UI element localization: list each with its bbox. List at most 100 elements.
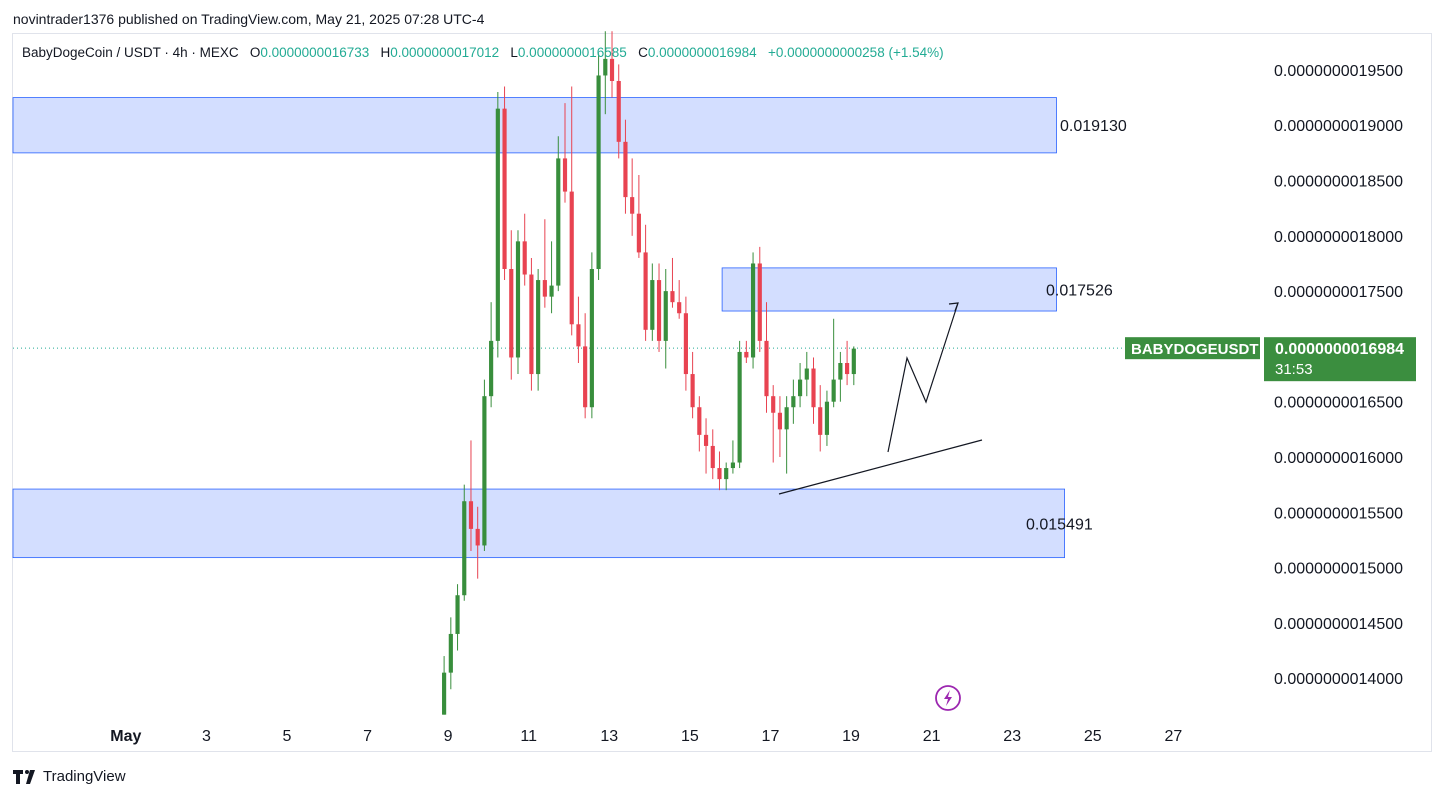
candle xyxy=(522,213,527,286)
candle xyxy=(636,174,641,258)
candle xyxy=(609,31,615,98)
candle xyxy=(724,462,729,491)
candle-body xyxy=(730,462,735,469)
candle xyxy=(489,302,494,408)
candle xyxy=(509,230,514,380)
candle-body xyxy=(656,280,662,341)
candle xyxy=(851,346,856,386)
candle-body xyxy=(468,501,474,529)
candle-body xyxy=(589,268,594,408)
price-tick-label: 0.0000000019500 xyxy=(1274,63,1403,80)
zone-box xyxy=(12,97,1057,154)
candle xyxy=(549,241,554,314)
time-tick-label: 27 xyxy=(1164,728,1182,745)
candle-body xyxy=(603,58,608,76)
time-tick-label: 21 xyxy=(923,728,941,745)
candle xyxy=(468,440,474,551)
candle xyxy=(717,451,722,491)
candle-body xyxy=(529,274,534,375)
symbol-label[interactable]: BabyDogeCoin / USDT · 4h · MEXC xyxy=(22,45,239,60)
candle xyxy=(482,379,487,551)
time-tick-label: May xyxy=(110,728,141,745)
candle-body xyxy=(724,468,729,480)
candle xyxy=(502,86,507,281)
high-label: H xyxy=(380,45,391,60)
time-tick-label: 15 xyxy=(681,728,699,745)
candle xyxy=(757,246,762,352)
chart-frame[interactable] xyxy=(12,33,1432,752)
candle xyxy=(576,296,581,363)
candle-body xyxy=(750,263,756,358)
time-tick-label: 19 xyxy=(842,728,860,745)
candle-body xyxy=(502,108,507,269)
arrow-head xyxy=(948,302,959,312)
candle-body xyxy=(475,528,480,546)
candle xyxy=(616,64,621,159)
price-tag-countdown: 31:53 xyxy=(1275,361,1313,378)
pattern-path xyxy=(887,302,959,453)
candle-body xyxy=(583,346,588,408)
time-tick-label: 7 xyxy=(363,728,372,745)
open-value: 0.0000000016733 xyxy=(260,45,370,60)
candle xyxy=(596,53,601,281)
candle-body xyxy=(831,379,836,402)
candle-body xyxy=(482,396,487,546)
symbol-tag xyxy=(1125,337,1260,360)
candle-body xyxy=(838,362,843,380)
candle xyxy=(777,396,783,457)
time-tick-label: 23 xyxy=(1003,728,1021,745)
time-tick-label: 3 xyxy=(202,728,211,745)
candle xyxy=(515,230,521,375)
candle-body xyxy=(562,158,568,192)
candle-body xyxy=(462,501,467,596)
candle xyxy=(804,351,809,397)
candle xyxy=(771,385,776,463)
candle-body xyxy=(448,633,453,673)
time-tick-label: 25 xyxy=(1084,728,1102,745)
lightning-icon[interactable] xyxy=(935,685,961,711)
candle xyxy=(818,385,823,452)
candle-body xyxy=(616,80,621,142)
candle-body xyxy=(556,158,561,286)
candle-body xyxy=(569,191,574,325)
candle xyxy=(845,340,850,386)
candle-body xyxy=(703,434,709,446)
candle xyxy=(797,362,803,408)
publisher-line: novintrader1376 published on TradingView… xyxy=(13,11,485,27)
candle xyxy=(824,390,830,446)
close-value: 0.0000000016984 xyxy=(647,45,757,60)
candle xyxy=(562,103,568,203)
candle xyxy=(495,92,500,358)
open-label: O xyxy=(249,45,261,60)
candle xyxy=(462,484,467,601)
candle-body xyxy=(536,280,541,375)
candle-body xyxy=(791,396,796,408)
price-tick-label: 0.0000000014000 xyxy=(1274,671,1403,688)
candle-body xyxy=(744,351,749,358)
candle-body xyxy=(596,75,601,269)
candle-body xyxy=(609,58,615,81)
candle xyxy=(536,268,541,391)
candle xyxy=(630,158,635,236)
zone-box xyxy=(721,267,1057,312)
candle xyxy=(838,351,843,402)
candle xyxy=(744,340,749,363)
candle-body xyxy=(737,351,742,463)
candle xyxy=(683,296,688,391)
candle xyxy=(764,302,769,413)
time-tick-label: 11 xyxy=(520,728,537,745)
tradingview-icon xyxy=(13,769,35,784)
candles-layer xyxy=(442,31,856,715)
tradingview-logo[interactable]: TradingView xyxy=(13,768,126,785)
symbol-legend: BabyDogeCoin / USDT · 4h · MEXC O0.00000… xyxy=(22,45,944,60)
candle xyxy=(529,257,534,391)
price-tick-label: 0.0000000019000 xyxy=(1274,118,1403,135)
candle xyxy=(583,313,588,419)
candle-body xyxy=(845,362,850,375)
zone-label: 0.015491 xyxy=(1026,516,1093,533)
candle-body xyxy=(442,672,447,715)
price-tick-label: 0.0000000017500 xyxy=(1274,284,1403,301)
price-tick-label: 0.0000000018500 xyxy=(1274,174,1403,191)
candle xyxy=(784,396,789,474)
